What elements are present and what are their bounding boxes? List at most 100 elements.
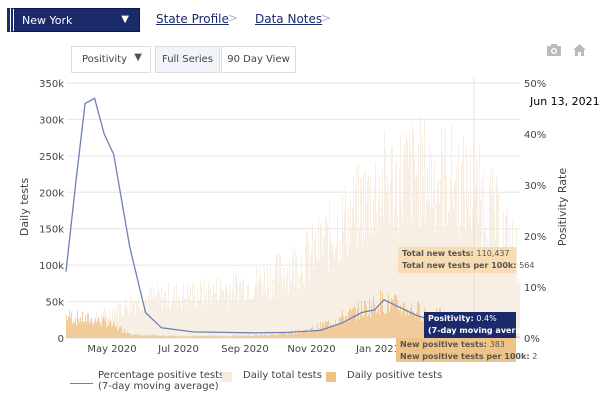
total-tests-bar — [458, 145, 459, 338]
positive-tests-bar — [147, 334, 148, 338]
total-tests-bar — [504, 244, 505, 338]
y-axis-label: Daily tests — [18, 178, 31, 236]
total-tests-bar — [386, 192, 387, 338]
total-tests-bar — [368, 173, 369, 338]
total-tests-bar — [225, 286, 226, 338]
positive-tests-bar — [121, 327, 122, 338]
total-tests-bar — [291, 280, 292, 338]
total-tests-bar — [251, 297, 252, 338]
total-tests-bar — [266, 295, 267, 338]
total-tests-bar — [431, 153, 432, 338]
positive-tests-bar — [313, 330, 314, 338]
hover-date: Jun 13, 2021 — [530, 95, 600, 108]
total-tests-bar — [130, 295, 131, 338]
positive-tests-bar — [335, 320, 336, 338]
total-tests-bar — [214, 293, 215, 338]
y2-tick-label: 50% — [524, 79, 546, 90]
positive-tests-bar — [109, 322, 110, 338]
positive-tests-bar — [174, 336, 175, 338]
positive-tests-bar — [283, 333, 284, 338]
state-dropdown[interactable]: New York ▼ — [10, 8, 140, 32]
total-tests-bar — [274, 279, 275, 338]
data-notes-link[interactable]: Data Notes — [255, 12, 323, 26]
legend-line-swatch — [70, 383, 93, 384]
total-tests-bar — [341, 259, 342, 338]
total-tests-bar — [508, 269, 509, 338]
total-tests-bar — [265, 291, 266, 338]
positive-tests-bar — [146, 335, 147, 338]
total-tests-bar — [499, 263, 500, 338]
total-tests-bar — [486, 244, 487, 338]
positive-tests-bar — [234, 336, 235, 338]
total-tests-bar — [160, 297, 161, 338]
y2-tick-label: 30% — [524, 181, 546, 192]
total-tests-bar — [393, 227, 394, 338]
positive-tests-bar — [236, 335, 237, 338]
total-tests-bar — [517, 282, 518, 338]
positive-tests-bar — [67, 320, 68, 338]
total-tests-bar — [181, 309, 182, 338]
total-tests-bar — [301, 254, 302, 338]
positive-tests-bar — [254, 334, 255, 338]
positive-tests-bar — [289, 333, 290, 338]
state-profile-link[interactable]: State Profile — [156, 12, 229, 26]
positive-tests-bar — [190, 336, 191, 338]
total-tests-bar — [357, 247, 358, 338]
positive-tests-bar — [94, 321, 95, 338]
camera-icon[interactable] — [547, 44, 561, 56]
total-tests-bar — [140, 311, 141, 338]
positive-tests-bar — [253, 335, 254, 338]
total-tests-bar — [285, 290, 286, 338]
total-tests-bar — [194, 284, 195, 338]
positive-tests-bar — [237, 335, 238, 338]
positive-tests-bar — [202, 335, 203, 338]
positive-tests-bar — [402, 311, 403, 338]
total-tests-bar — [358, 162, 359, 338]
positive-tests-bar — [78, 318, 79, 338]
total-tests-bar — [500, 246, 501, 338]
total-tests-bar — [133, 303, 134, 338]
positive-tests-bar — [277, 335, 278, 338]
positive-tests-bar — [99, 321, 100, 338]
positive-tests-bar — [97, 320, 98, 338]
total-tests-bar — [190, 287, 191, 338]
total-tests-bar — [262, 296, 263, 338]
full-series-button[interactable]: Full Series — [155, 46, 220, 73]
y2-tick-label: 0% — [524, 334, 540, 345]
total-tests-bar — [328, 271, 329, 338]
positive-tests-bar — [312, 326, 313, 338]
home-icon[interactable] — [573, 44, 586, 56]
total-tests-bar — [463, 135, 464, 338]
positive-tests-bar — [104, 318, 105, 338]
total-tests-bar — [353, 175, 354, 338]
positive-tests-bar — [83, 322, 84, 338]
total-tests-bar — [201, 283, 202, 338]
total-tests-bar — [121, 313, 122, 338]
positive-tests-bar — [298, 329, 299, 338]
total-tests-bar — [503, 211, 504, 338]
tooltip-value: 110,437 — [476, 249, 510, 258]
total-tests-bar — [279, 254, 280, 338]
total-tests-bar — [329, 199, 330, 338]
total-tests-bar — [221, 288, 222, 338]
positive-tests-bar — [409, 313, 410, 338]
positive-tests-bar — [74, 322, 75, 338]
positive-tests-bar — [362, 315, 363, 338]
positive-tests-bar — [304, 330, 305, 338]
total-tests-bar — [395, 163, 396, 338]
positive-tests-bar — [251, 335, 252, 338]
total-tests-bar — [354, 221, 355, 338]
positive-tests-bar — [287, 333, 288, 338]
positive-tests-bar — [260, 335, 261, 338]
positive-tests-bar — [127, 331, 128, 338]
total-tests-bar — [307, 234, 308, 338]
positive-tests-bar — [108, 325, 109, 338]
full-series-label: Full Series — [161, 54, 214, 65]
metric-dropdown[interactable]: Positivity ▼ — [71, 46, 151, 73]
total-tests-bar — [387, 174, 388, 338]
total-tests-bar — [280, 255, 281, 338]
total-tests-bar — [206, 291, 207, 338]
total-tests-bar — [516, 229, 517, 338]
positive-tests-bar — [160, 335, 161, 338]
90-day-view-button[interactable]: 90 Day View — [221, 46, 296, 73]
